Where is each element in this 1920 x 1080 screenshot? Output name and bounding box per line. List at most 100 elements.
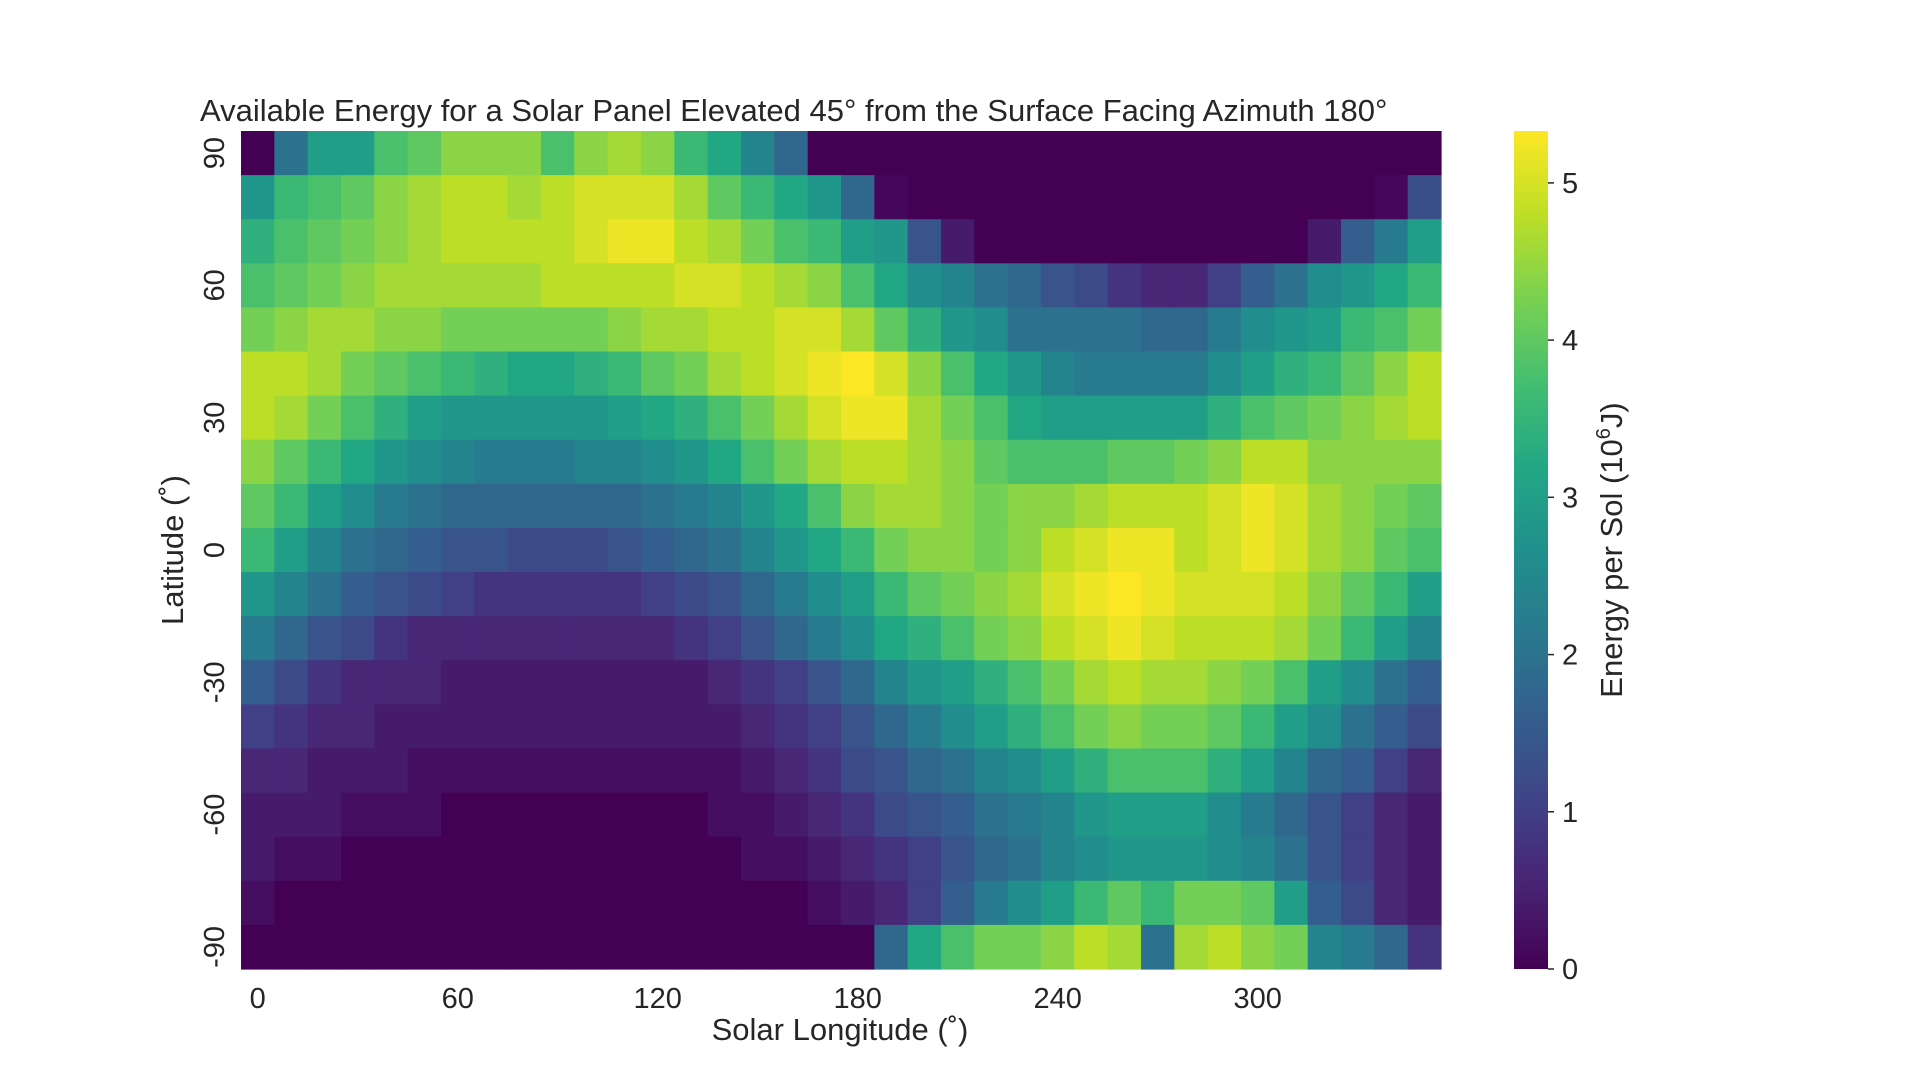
- heatmap-cell: [1374, 836, 1409, 882]
- heatmap-cell: [374, 748, 409, 794]
- heatmap-cell: [941, 439, 975, 485]
- heatmap-cell: [407, 439, 442, 485]
- heatmap-cell: [1207, 792, 1242, 838]
- heatmap-cell: [1041, 836, 1075, 882]
- heatmap-cell: [274, 131, 309, 176]
- heatmap-cell: [441, 572, 475, 617]
- heatmap-cell: [307, 351, 342, 397]
- heatmap-cell: [574, 395, 609, 441]
- heatmap-cell: [541, 660, 575, 705]
- heatmap-cell: [474, 792, 509, 838]
- heatmap-cell: [841, 351, 875, 397]
- heatmap-cell: [241, 527, 275, 573]
- heatmap-cell: [474, 307, 509, 353]
- y-tick-label: -30: [199, 661, 231, 703]
- heatmap-cell: [241, 660, 275, 705]
- heatmap-cell: [274, 616, 309, 661]
- heatmap-cell: [1007, 307, 1042, 353]
- heatmap-cell: [241, 483, 275, 529]
- heatmap-cell: [741, 263, 775, 309]
- heatmap-cell: [641, 219, 675, 264]
- heatmap-cell: [907, 836, 942, 882]
- heatmap-cell: [341, 616, 375, 661]
- heatmap-cell: [807, 219, 842, 264]
- heatmap-cell: [907, 483, 942, 529]
- heatmap-cell: [441, 175, 475, 220]
- heatmap-cell: [1041, 439, 1075, 485]
- heatmap-cell: [1007, 263, 1042, 309]
- heatmap-cell: [1341, 704, 1375, 750]
- heatmap-cell: [1007, 572, 1042, 617]
- heatmap-cell: [641, 748, 675, 794]
- heatmap-cell: [1141, 836, 1175, 882]
- heatmap-cell: [1341, 175, 1375, 220]
- heatmap-cell: [607, 616, 642, 661]
- heatmap-cell: [941, 131, 975, 176]
- heatmap-cell: [1341, 439, 1375, 485]
- heatmap-cell: [1307, 307, 1342, 353]
- heatmap-cell: [541, 704, 575, 750]
- heatmap-cell: [1074, 880, 1109, 926]
- heatmap-cell: [374, 131, 409, 176]
- heatmap-cell: [341, 924, 375, 970]
- heatmap-cell: [1074, 263, 1109, 309]
- heatmap-cell: [674, 131, 709, 176]
- heatmap-cell: [707, 616, 742, 661]
- heatmap-cell: [1141, 924, 1175, 970]
- heatmap-cell: [641, 704, 675, 750]
- heatmap-cell: [407, 175, 442, 220]
- heatmap-cell: [274, 836, 309, 882]
- heatmap-cell: [674, 660, 709, 705]
- heatmap-cell: [707, 439, 742, 485]
- heatmap-cell: [1341, 131, 1375, 176]
- heatmap-cell: [1007, 792, 1042, 838]
- heatmap-cell: [1207, 175, 1242, 220]
- heatmap-cell: [941, 748, 975, 794]
- colorbar-tick-label: 2: [1562, 640, 1578, 672]
- heatmap-cell: [607, 483, 642, 529]
- heatmap-cell: [1174, 924, 1209, 970]
- heatmap-cell: [307, 792, 342, 838]
- heatmap-cell: [441, 792, 475, 838]
- heatmap-cell: [274, 792, 309, 838]
- heatmap-cell: [1041, 616, 1075, 661]
- heatmap-cell: [1107, 131, 1142, 176]
- heatmap-cell: [1207, 131, 1242, 176]
- heatmap-cell: [374, 219, 409, 264]
- heatmap-cell: [1374, 483, 1409, 529]
- heatmap-cell: [1341, 527, 1375, 573]
- heatmap-cell: [474, 351, 509, 397]
- heatmap-cell: [1307, 792, 1342, 838]
- heatmap-cell: [841, 704, 875, 750]
- heatmap-cell: [1207, 924, 1242, 970]
- heatmap-cell: [441, 439, 475, 485]
- heatmap-cell: [1041, 351, 1075, 397]
- heatmap-cell: [707, 131, 742, 176]
- heatmap-cell: [1307, 263, 1342, 309]
- heatmap-cell: [1141, 131, 1175, 176]
- heatmap-cell: [507, 131, 542, 176]
- heatmap-cell: [574, 704, 609, 750]
- heatmap-cell: [774, 924, 809, 970]
- heatmap-cell: [707, 307, 742, 353]
- heatmap-cell: [474, 660, 509, 705]
- heatmap-cell: [807, 483, 842, 529]
- heatmap-cell: [1341, 219, 1375, 264]
- heatmap-cell: [941, 704, 975, 750]
- heatmap-cell: [1307, 880, 1342, 926]
- heatmap-cell: [774, 307, 809, 353]
- heatmap-cell: [1241, 880, 1275, 926]
- heatmap-cell: [1274, 792, 1309, 838]
- heatmap-cell: [241, 792, 275, 838]
- heatmap-cell: [1041, 792, 1075, 838]
- heatmap-cell: [641, 483, 675, 529]
- heatmap-cell: [1074, 704, 1109, 750]
- heatmap-cell: [674, 572, 709, 617]
- heatmap-cell: [807, 131, 842, 176]
- heatmap-cell: [1207, 527, 1242, 573]
- heatmap-cell: [274, 924, 309, 970]
- heatmap-cell: [1074, 836, 1109, 882]
- heatmap-cell: [641, 572, 675, 617]
- heatmap-cell: [1141, 483, 1175, 529]
